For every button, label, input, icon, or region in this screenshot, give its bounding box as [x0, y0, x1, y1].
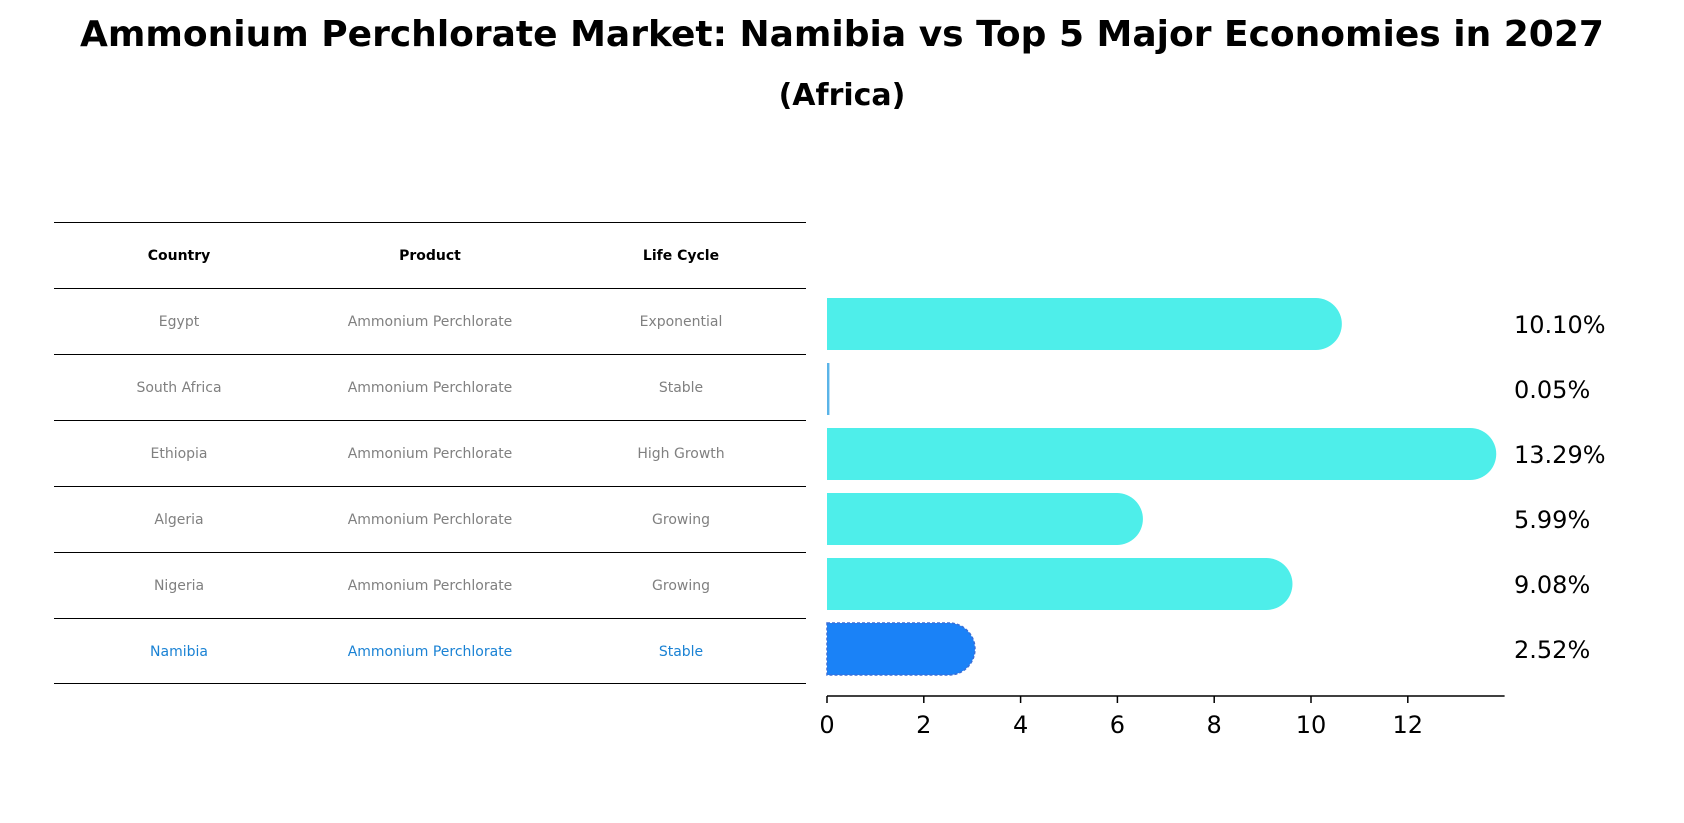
- bar: [827, 298, 1342, 350]
- table-row: Egypt Ammonium Perchlorate Exponential: [54, 288, 806, 354]
- table-row: South Africa Ammonium Perchlorate Stable: [54, 354, 806, 420]
- value-label: 9.08%: [1514, 571, 1590, 599]
- header-life-cycle: Life Cycle: [642, 248, 720, 264]
- bar-chart: 10.10% 0.05% 13.29% 5.99% 9.08% 2.52% 0 2 4 6 8 10 1…: [819, 298, 1606, 739]
- cell-product: Ammonium Perchlorate: [347, 512, 513, 528]
- cell-country: Algeria: [154, 512, 204, 528]
- table-row-highlighted: Namibia Ammonium Perchlorate Stable: [54, 618, 806, 684]
- bar: [827, 493, 1143, 545]
- bar: [827, 428, 1497, 480]
- value-label: 0.05%: [1514, 376, 1590, 404]
- table-row: Nigeria Ammonium Perchlorate Growing: [54, 552, 806, 618]
- table-header-row: Country Product Life Cycle: [54, 222, 806, 288]
- data-table: Country Product Life Cycle Egypt Ammoniu…: [54, 222, 806, 684]
- cell-life-cycle: Stable: [658, 380, 704, 396]
- value-label: 5.99%: [1514, 506, 1590, 534]
- x-tick-label: 12: [1393, 711, 1424, 739]
- cell-life-cycle: Growing: [652, 578, 710, 594]
- cell-country: Egypt: [158, 314, 200, 330]
- x-tick-label: 6: [1110, 711, 1125, 739]
- value-label: 2.52%: [1514, 636, 1590, 664]
- table-row: Algeria Ammonium Perchlorate Growing: [54, 486, 806, 552]
- value-label: 13.29%: [1514, 441, 1606, 469]
- bar: [827, 558, 1293, 610]
- cell-life-cycle: Exponential: [639, 314, 723, 330]
- cell-life-cycle: Growing: [652, 512, 710, 528]
- x-tick-label: 0: [819, 711, 834, 739]
- x-tick-label: 10: [1296, 711, 1327, 739]
- x-tick-label: 8: [1207, 711, 1222, 739]
- header-country: Country: [147, 248, 211, 264]
- cell-country: Nigeria: [153, 578, 205, 594]
- cell-life-cycle: High Growth: [637, 446, 725, 462]
- header-product: Product: [399, 248, 461, 264]
- x-tick-label: 4: [1013, 711, 1028, 739]
- cell-product: Ammonium Perchlorate: [347, 446, 513, 462]
- bar: [827, 363, 830, 415]
- cell-country: South Africa: [136, 380, 222, 396]
- cell-product: Ammonium Perchlorate: [347, 314, 513, 330]
- x-tick-label: 2: [916, 711, 931, 739]
- value-label: 10.10%: [1514, 311, 1606, 339]
- table-row: Ethiopia Ammonium Perchlorate High Growt…: [54, 420, 806, 486]
- cell-country: Namibia: [150, 644, 208, 660]
- chart-subtitle: (Africa): [778, 78, 906, 113]
- cell-product: Ammonium Perchlorate: [347, 644, 513, 660]
- bar-highlighted: [826, 622, 976, 676]
- chart-title: Ammonium Perchlorate Market: Namibia vs …: [80, 14, 1604, 55]
- cell-life-cycle: Stable: [658, 644, 704, 660]
- cell-country: Ethiopia: [150, 446, 208, 462]
- cell-product: Ammonium Perchlorate: [347, 380, 513, 396]
- cell-product: Ammonium Perchlorate: [347, 578, 513, 594]
